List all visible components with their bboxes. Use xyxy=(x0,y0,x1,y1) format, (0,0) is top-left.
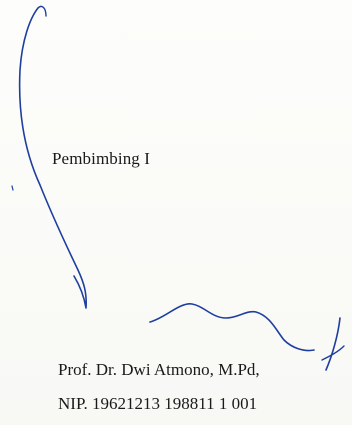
advisor-nip: NIP. 19621213 198811 1 001 xyxy=(58,394,258,413)
signature-top-loop xyxy=(37,5,47,17)
advisor-name: Prof. Dr. Dwi Atmono, M.Pd, xyxy=(58,360,260,379)
advisor-role-label: Pembimbing I xyxy=(52,149,151,168)
signature-tail-stroke xyxy=(325,317,341,371)
signature-mark xyxy=(11,185,14,191)
signature-wave-stroke xyxy=(149,303,315,352)
